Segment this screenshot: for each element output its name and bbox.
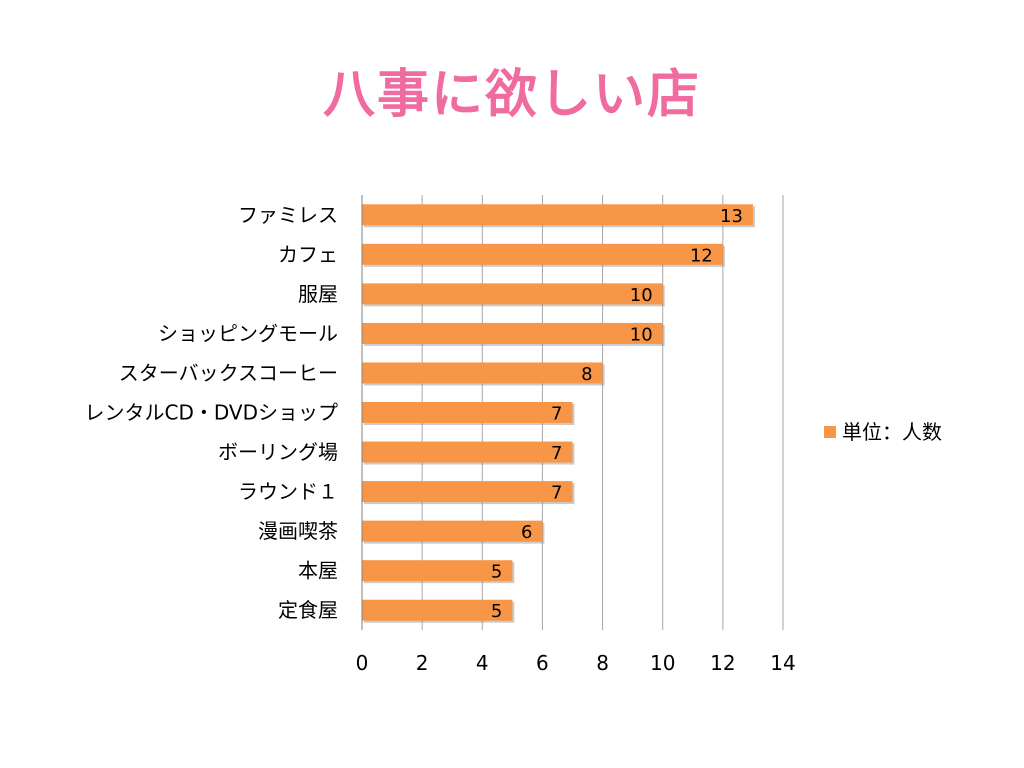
x-tick-label: 14	[770, 651, 795, 675]
slide-title: 八事に欲しい店	[322, 65, 701, 125]
legend: 単位：人数	[824, 420, 942, 444]
data-label: 7	[551, 483, 562, 504]
data-label: 13	[720, 206, 743, 227]
bar	[362, 362, 603, 384]
data-label: 7	[551, 443, 562, 464]
bar	[362, 204, 753, 226]
category-label: 定食屋	[278, 598, 338, 622]
bar	[362, 560, 513, 582]
category-labels: ファミレスカフェ服屋ショッピングモールスターバックスコーヒーレンタルCD・DVD…	[85, 203, 339, 622]
bar	[362, 283, 663, 305]
data-label: 5	[491, 601, 502, 622]
x-tick-labels: 0 2 4 6 8 10 12 14	[356, 651, 796, 675]
data-label: 5	[491, 562, 502, 583]
data-label: 6	[521, 522, 532, 543]
category-label: 本屋	[298, 559, 338, 583]
category-label: 服屋	[298, 282, 338, 306]
x-tick-label: 0	[356, 651, 369, 675]
bar	[362, 402, 573, 423]
category-label: ラウンド１	[238, 480, 338, 504]
x-tick-label: 4	[476, 651, 489, 675]
x-tick-label: 6	[536, 651, 549, 675]
bar	[362, 481, 573, 503]
category-label: 漫画喫茶	[258, 519, 338, 543]
data-label: 8	[581, 364, 592, 385]
category-label: スターバックスコーヒー	[119, 361, 338, 385]
category-label: ショッピングモール	[158, 321, 338, 345]
bar	[362, 322, 663, 344]
category-label: ファミレス	[238, 203, 338, 227]
data-label: 10	[630, 285, 653, 306]
category-label: レンタルCD・DVDショップ	[85, 401, 339, 425]
bar	[362, 441, 573, 463]
bar	[362, 243, 723, 265]
category-label: ボーリング場	[218, 440, 338, 464]
bar	[362, 520, 543, 542]
bar	[362, 599, 513, 621]
data-label: 10	[630, 324, 653, 345]
x-tick-label: 10	[650, 651, 675, 675]
data-label: 12	[690, 245, 713, 266]
data-label: 7	[551, 404, 562, 425]
x-tick-label: 2	[416, 651, 429, 675]
legend-swatch	[824, 426, 836, 438]
x-tick-label: 12	[710, 651, 735, 675]
x-tick-label: 8	[596, 651, 609, 675]
legend-label: 単位：人数	[842, 420, 942, 444]
category-label: カフェ	[278, 242, 338, 266]
